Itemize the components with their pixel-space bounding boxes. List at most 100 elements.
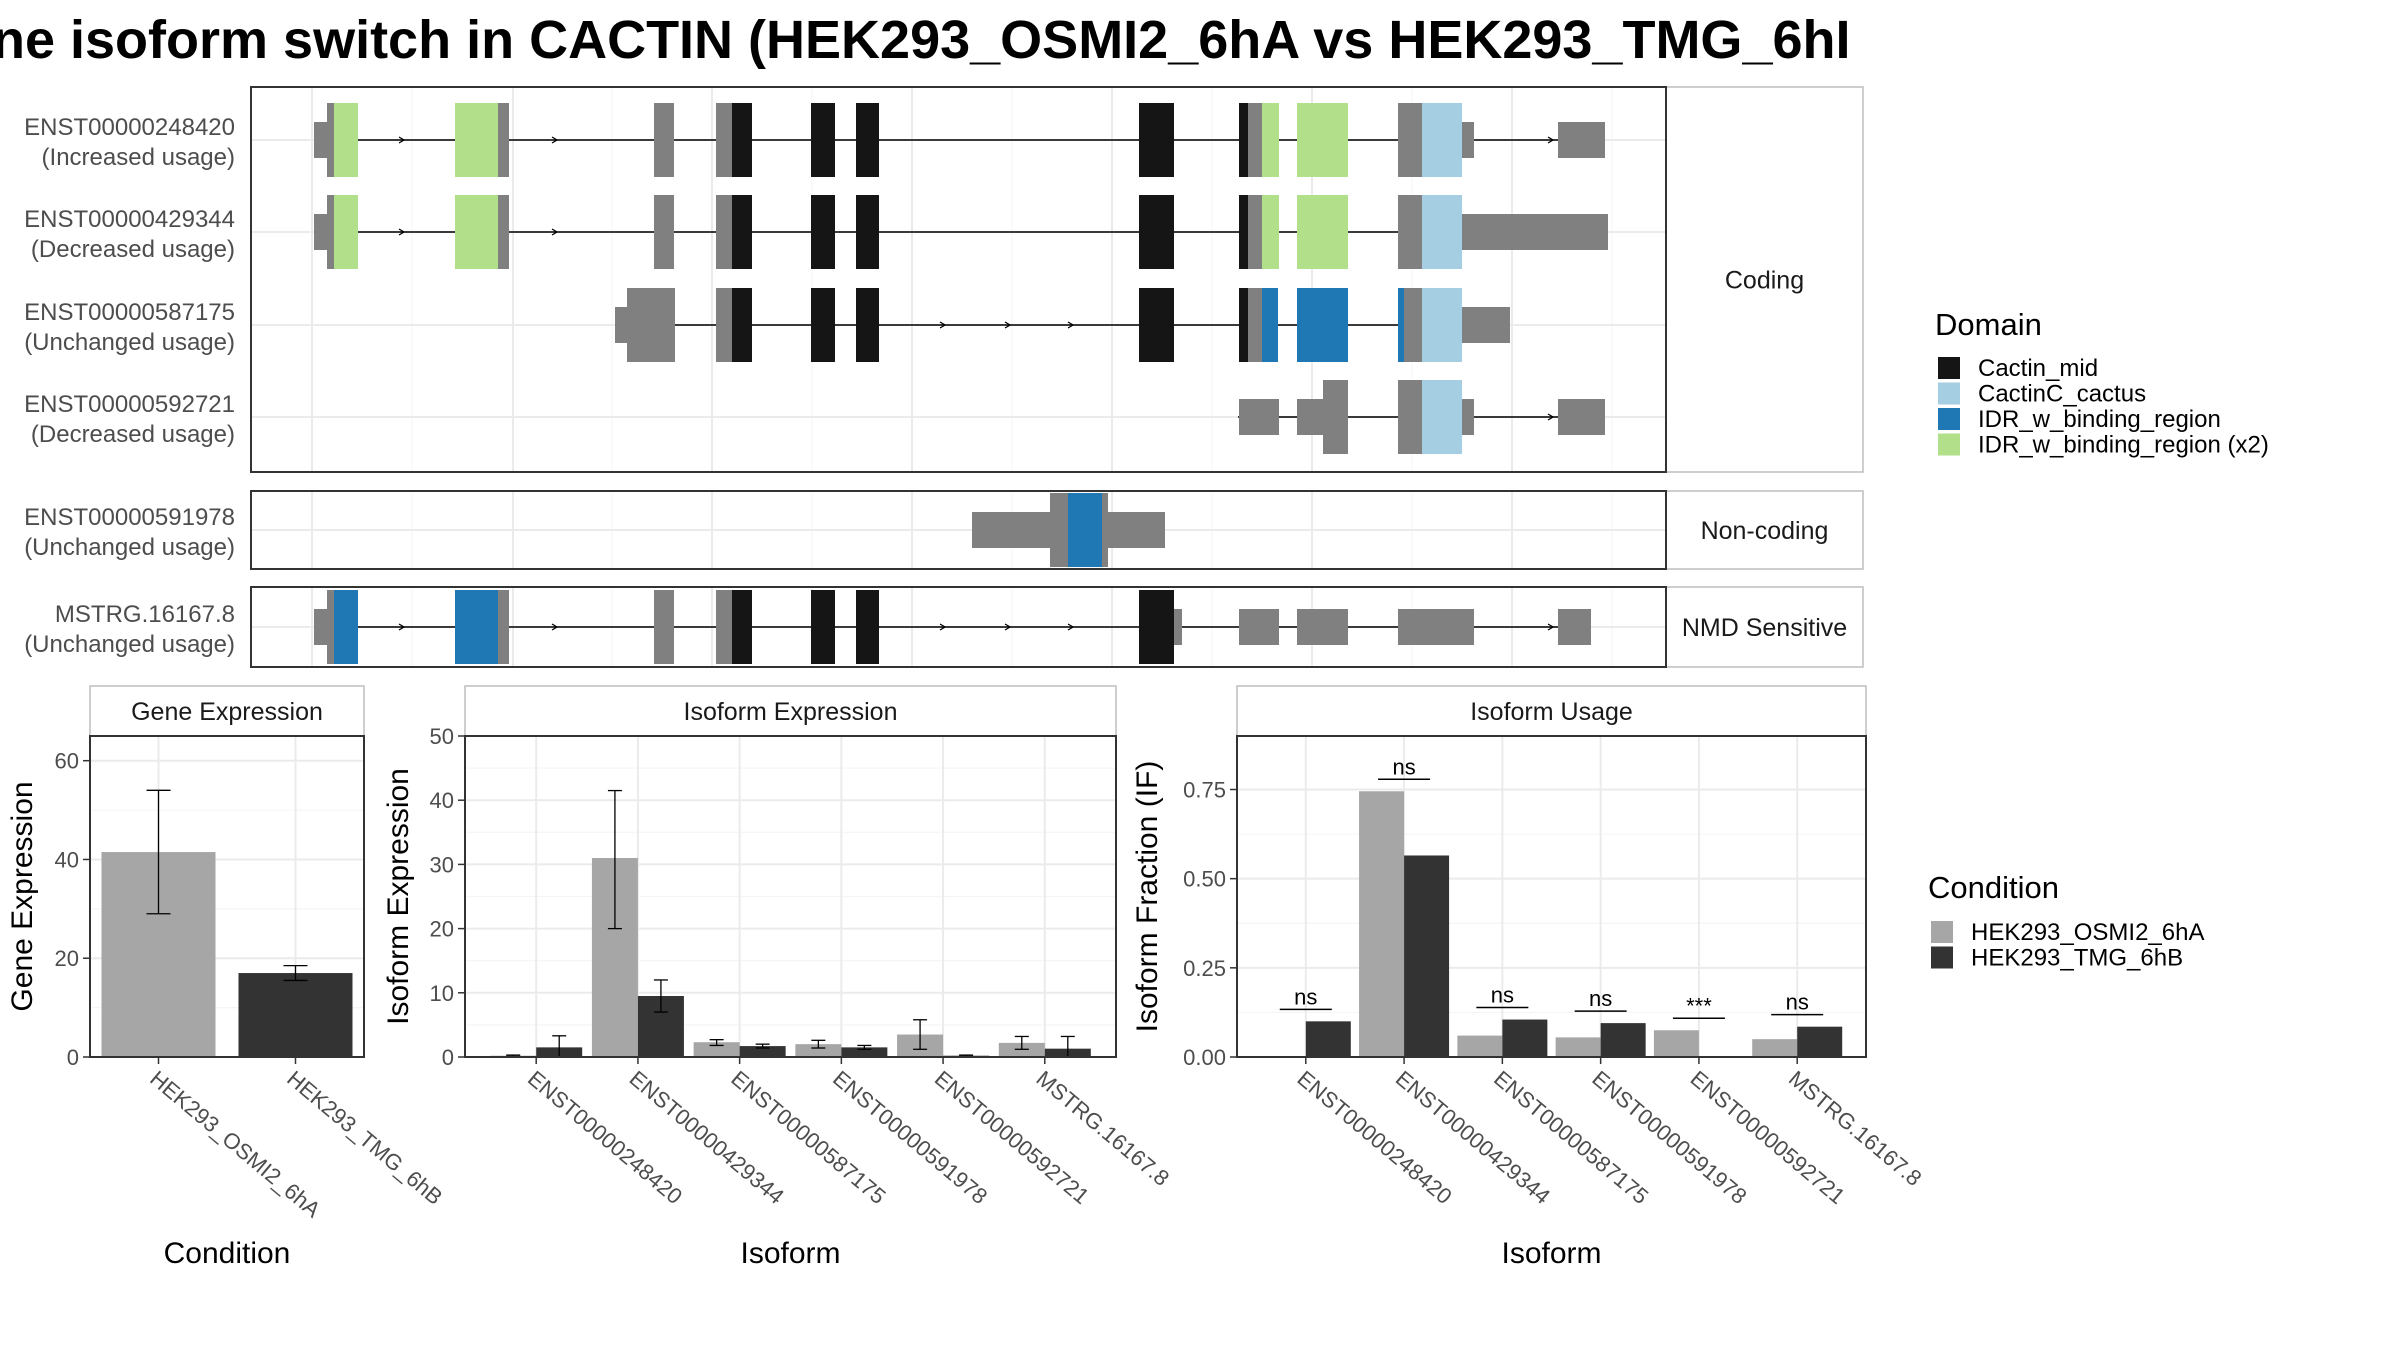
exon-segment <box>716 590 732 664</box>
exon-segment <box>1239 103 1248 177</box>
exon-segment <box>856 103 879 177</box>
exon-segment <box>314 122 330 158</box>
bar <box>841 1047 888 1057</box>
plot-border <box>464 735 1117 1058</box>
bar <box>1752 1039 1798 1057</box>
y-tick-label: 60 <box>55 749 79 774</box>
exon-segment <box>327 103 334 177</box>
condition-legend-swatch <box>1931 921 1953 943</box>
exon-segment <box>1174 609 1182 645</box>
exon-segment <box>327 590 334 664</box>
y-axis-title: Isoform Expression <box>382 768 415 1025</box>
exon-segment <box>455 195 498 269</box>
bar <box>1555 1037 1601 1057</box>
exon-segment <box>1262 103 1279 177</box>
facet-strip-label: NMD Sensitive <box>1682 614 1847 642</box>
exon-segment <box>1139 288 1174 362</box>
exon-segment <box>716 288 732 362</box>
intron-arrow <box>1547 136 1555 144</box>
exon-segment <box>455 590 498 664</box>
domain-legend-swatch <box>1938 433 1960 456</box>
exon-segment <box>1248 288 1262 362</box>
isoform-id-label: ENST00000587175 <box>24 299 235 326</box>
x-axis-title: Isoform <box>740 1237 840 1270</box>
intron-arrow <box>551 623 559 631</box>
y-tick-label: 20 <box>430 917 454 942</box>
exon-segment <box>716 103 732 177</box>
chart-strip <box>464 685 1117 737</box>
intron-arrow <box>939 623 947 631</box>
x-axis-title: Condition <box>164 1237 291 1270</box>
exon-segment <box>811 590 835 664</box>
isoform-usage-label: (Unchanged usage) <box>24 329 235 356</box>
exon-segment <box>1297 288 1348 362</box>
facet-strip-label: Coding <box>1725 267 1804 295</box>
y-tick-label: 0.50 <box>1183 867 1226 892</box>
panel-border <box>250 490 1667 570</box>
exon-segment <box>1422 380 1462 454</box>
exon-segment <box>1404 288 1422 362</box>
intron-arrow <box>939 321 947 329</box>
isoform-usage-label: (Unchanged usage) <box>24 534 235 561</box>
exon-segment <box>1248 103 1262 177</box>
exon-segment <box>1239 399 1279 435</box>
y-tick-label: 0.00 <box>1183 1045 1226 1070</box>
significance-label: *** <box>1686 993 1712 1018</box>
exon-segment <box>732 590 752 664</box>
exon-segment <box>314 609 330 645</box>
exon-segment <box>327 195 334 269</box>
exon-segment <box>732 195 752 269</box>
bar <box>1797 1026 1843 1057</box>
exon-segment <box>732 103 752 177</box>
intron-arrow <box>398 228 406 236</box>
condition-legend-label: HEK293_OSMI2_6hA <box>1971 919 2204 946</box>
bar <box>1404 855 1450 1057</box>
facet-strip <box>1665 86 1864 473</box>
exon-segment <box>1248 195 1262 269</box>
intron-arrow <box>1067 321 1075 329</box>
y-tick-label: 0 <box>67 1045 79 1070</box>
intron-arrow <box>1067 623 1075 631</box>
exon-segment <box>334 590 358 664</box>
isoform-id-label: ENST00000592721 <box>24 391 235 418</box>
y-tick-label: 10 <box>430 981 454 1006</box>
facet-strip-label: Non-coding <box>1701 517 1829 545</box>
isoform-labels: ENST00000248420 (Increased usage) ENST0000… <box>24 114 235 658</box>
bar <box>1359 791 1405 1057</box>
exon-segment <box>654 195 674 269</box>
isoform-id-label: ENST00000248420 <box>24 114 235 141</box>
exon-segment <box>1139 590 1174 664</box>
isoform-id-label: MSTRG.16167.8 <box>55 601 235 628</box>
exon-segment <box>1297 195 1348 269</box>
domain-legend-label: Cactin_mid <box>1978 355 2098 382</box>
exon-segment <box>1462 214 1608 250</box>
exon-segment <box>856 288 879 362</box>
exon-segment <box>811 103 835 177</box>
bar <box>739 1046 786 1057</box>
exon-segment <box>716 195 732 269</box>
figure-title: ne isoform switch in CACTIN (HEK293_OSMI… <box>0 10 1851 70</box>
exon-segment <box>732 288 752 362</box>
chart-title: Isoform Usage <box>1470 698 1633 726</box>
bar <box>693 1042 740 1057</box>
exon-segment <box>334 195 358 269</box>
intron-arrow <box>1004 321 1012 329</box>
domain-legend-swatch <box>1938 382 1960 405</box>
exon-segment <box>1297 399 1323 435</box>
bar <box>1502 1019 1548 1057</box>
exon-segment <box>654 103 674 177</box>
isoform-structure-panel: Coding Non-coding NMD Sensitive <box>250 86 1864 668</box>
intron-arrow <box>551 228 559 236</box>
isoform-usage-chart: Isoform Usage ns ns ns ns *** ns 0.00 0.25 0.50 0.… <box>1131 685 1927 1270</box>
exon-segment <box>1139 103 1174 177</box>
intron-arrow <box>551 136 559 144</box>
exon-segment <box>1422 103 1462 177</box>
intron-arrow <box>398 623 406 631</box>
exon-segment <box>334 103 358 177</box>
domain-legend-swatch <box>1938 357 1960 379</box>
chart-strip <box>1236 685 1867 737</box>
bar <box>1653 1030 1699 1057</box>
isoform-usage-label: (Decreased usage) <box>31 236 235 263</box>
chart-strip <box>89 685 365 737</box>
exon-segment <box>1262 195 1279 269</box>
